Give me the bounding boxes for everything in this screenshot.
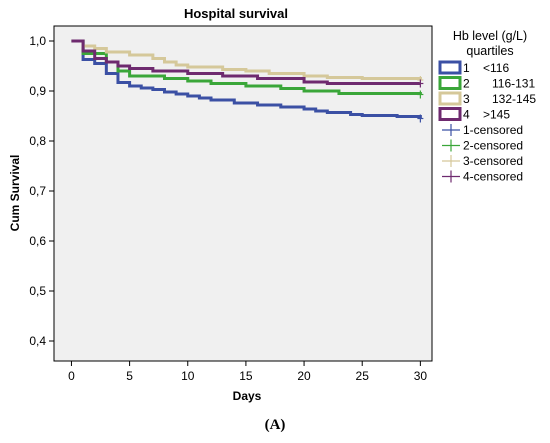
- y-tick-label: 0,5: [29, 284, 46, 298]
- legend-swatch: [438, 60, 462, 75]
- legend-entry-4: 4 >145: [438, 107, 510, 122]
- censor-markers: [417, 76, 424, 123]
- survival-curve-1: [71, 39, 422, 119]
- y-axis-ticks: 0,4 0,5 0,6 0,7 0,8 0,9 1,0: [29, 34, 54, 348]
- survival-curves: [71, 39, 422, 119]
- legend-number: 2: [463, 77, 470, 91]
- y-tick-label: 0,7: [29, 184, 46, 198]
- legend-entry-1-censored: 1-censored: [442, 123, 523, 137]
- legend-entry-1: 1 <116: [438, 60, 509, 75]
- x-tick-label: 10: [181, 369, 195, 383]
- y-tick-label: 1,0: [29, 34, 46, 48]
- legend-entry-4-censored: 4-censored: [442, 170, 523, 184]
- censor-marker-2: [417, 90, 424, 99]
- legend-entry-3-censored: 3-censored: [442, 154, 523, 168]
- censor-marker-1: [417, 114, 424, 123]
- legend-number: 4: [463, 108, 470, 122]
- y-tick-label: 0,4: [29, 334, 46, 348]
- legend-number: 3: [463, 92, 470, 106]
- legend-censor-label: 3-censored: [463, 154, 523, 168]
- legend-entry-2: 2 116-131: [438, 76, 535, 91]
- y-axis-label: Cum Survival: [8, 155, 22, 232]
- y-tick-label: 0,8: [29, 134, 46, 148]
- legend-number: 1: [463, 61, 470, 75]
- x-tick-label: 0: [68, 369, 75, 383]
- x-tick-label: 15: [239, 369, 253, 383]
- x-tick-label: 20: [297, 369, 311, 383]
- y-tick-label: 0,9: [29, 84, 46, 98]
- x-axis-label: Days: [233, 389, 262, 403]
- legend-censor-label: 2-censored: [463, 139, 523, 153]
- legend-range: 116-131: [492, 77, 535, 91]
- legend-title-line-2: quartiles: [466, 44, 513, 58]
- legend-range: >145: [483, 108, 510, 122]
- legend-swatch: [438, 76, 462, 90]
- legend-range: 132-145: [492, 92, 536, 106]
- x-axis-ticks: 0 5 10 15 20 25 30: [68, 361, 427, 383]
- legend-range: <116: [483, 61, 509, 75]
- survival-curve-4: [71, 39, 421, 85]
- legend-entry-2-censored: 2-censored: [442, 139, 523, 153]
- legend-censor-label: 1-censored: [463, 123, 523, 137]
- legend-title-line-1: Hb level (g/L): [453, 29, 527, 43]
- x-tick-label: 5: [126, 369, 133, 383]
- legend: Hb level (g/L) quartiles 1 <116 2 116-131 3 1…: [438, 29, 536, 184]
- x-tick-label: 25: [356, 369, 370, 383]
- x-tick-label: 30: [414, 369, 428, 383]
- legend-censor-label: 4-censored: [463, 170, 523, 184]
- chart-title: Hospital survival: [184, 6, 288, 21]
- legend-swatch: [438, 91, 462, 106]
- survival-curve-3: [71, 39, 422, 80]
- censor-marker-4: [417, 79, 424, 88]
- y-tick-label: 0,6: [29, 234, 46, 248]
- legend-entry-3: 3 132-145: [438, 91, 536, 106]
- legend-swatch: [438, 107, 462, 121]
- figure-caption: (A): [264, 417, 286, 433]
